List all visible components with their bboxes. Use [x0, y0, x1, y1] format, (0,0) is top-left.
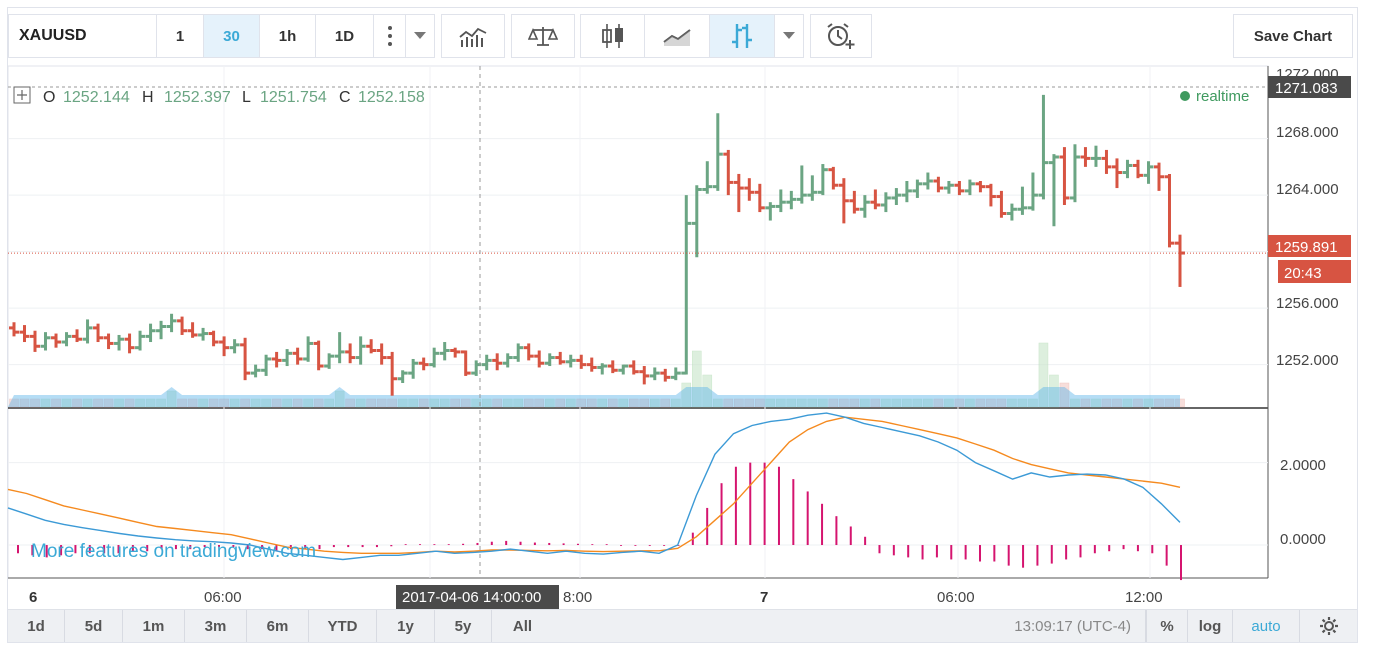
time-label: 8:00	[563, 589, 592, 606]
time-label-day: 7	[760, 589, 768, 606]
interval-30-button[interactable]: 30	[204, 15, 260, 57]
watermark: More features on tradingview.com	[31, 541, 316, 562]
realtime-indicator: realtime	[1180, 88, 1249, 105]
interval-dropdown-button[interactable]	[406, 15, 434, 57]
alert-toolbar	[810, 14, 872, 58]
dropdown-arrow-icon	[783, 32, 795, 39]
range-1d-button[interactable]: 1d	[8, 610, 65, 642]
create-alert-button[interactable]	[811, 15, 871, 57]
last-price-marker	[1268, 235, 1351, 257]
macd-tick: 2.0000	[1280, 457, 1326, 474]
low-label: L	[242, 89, 251, 106]
realtime-label: realtime	[1196, 88, 1249, 105]
indicators-icon	[459, 27, 487, 47]
settings-button[interactable]	[1300, 610, 1357, 642]
realtime-dot-icon	[1180, 91, 1190, 101]
compare-toolbar	[511, 14, 575, 58]
collapse-legend-icon[interactable]	[13, 86, 31, 104]
crosshair-time-label: 2017-04-06 14:00:00	[402, 589, 541, 606]
bar-countdown-marker	[1278, 260, 1351, 283]
price-tick: 1268.000	[1276, 124, 1339, 141]
price-tick: 1252.000	[1276, 352, 1339, 369]
range-5y-button[interactable]: 5y	[435, 610, 492, 642]
interval-1d-button[interactable]: 1D	[316, 15, 374, 57]
range-6m-button[interactable]: 6m	[247, 610, 309, 642]
log-scale-toggle[interactable]: log	[1188, 610, 1233, 642]
dropdown-arrow-icon	[414, 32, 426, 39]
interval-1h-button[interactable]: 1h	[260, 15, 316, 57]
high-label: H	[142, 89, 154, 106]
indicators-toolbar	[441, 14, 505, 58]
time-label: 06:00	[204, 589, 242, 606]
close-label: C	[339, 89, 351, 106]
time-label: 12:00	[1125, 589, 1163, 606]
time-label: 06:00	[937, 589, 975, 606]
candles-style-button[interactable]	[581, 15, 645, 57]
close-value: 1252.158	[358, 89, 425, 106]
max-price-label: 1271.083	[1275, 80, 1338, 97]
line-icon	[663, 29, 691, 46]
range-ytd-button[interactable]: YTD	[309, 610, 377, 642]
price-tick: 1256.000	[1276, 295, 1339, 312]
chart-style-dropdown-button[interactable]	[775, 15, 803, 57]
bars-style-button[interactable]	[710, 15, 775, 57]
symbol-search-input[interactable]: XAUUSD	[9, 15, 157, 57]
price-tick: 1264.000	[1276, 181, 1339, 198]
compare-button[interactable]	[512, 15, 574, 57]
price-axis[interactable]: 1272.000 1268.000 1264.000 1256.000 1252…	[1268, 66, 1358, 596]
range-5d-button[interactable]: 5d	[65, 610, 123, 642]
range-1y-button[interactable]: 1y	[377, 610, 435, 642]
open-label: O	[43, 89, 55, 106]
indicators-button[interactable]	[442, 15, 504, 57]
macd-tick: 0.0000	[1280, 531, 1326, 548]
bottom-toolbar: 1d 5d 1m 3m 6m YTD 1y 5y All 13:09:17 (U…	[8, 609, 1357, 642]
alert-icon	[827, 23, 855, 49]
compare-icon	[528, 27, 558, 46]
save-chart-button[interactable]: Save Chart	[1233, 14, 1353, 58]
interval-1-button[interactable]: 1	[157, 15, 204, 57]
last-price-label: 1259.891	[1275, 239, 1338, 256]
high-value: 1252.397	[164, 89, 231, 106]
range-1m-button[interactable]: 1m	[123, 610, 185, 642]
candles-icon	[601, 24, 623, 48]
range-3m-button[interactable]: 3m	[185, 610, 247, 642]
low-value: 1251.754	[260, 89, 327, 106]
chart-style-toolbar	[580, 14, 804, 58]
ohlc-legend: O 1252.144 H 1252.397 L 1251.754 C 1252.…	[13, 86, 425, 106]
more-vertical-icon	[387, 26, 392, 46]
max-price-marker	[1268, 76, 1351, 98]
line-style-button[interactable]	[645, 15, 710, 57]
gear-icon	[1319, 617, 1338, 635]
watermark-text: More features on tradingview.com	[31, 541, 316, 562]
interval-toolbar: XAUUSD 1 30 1h 1D	[8, 14, 435, 58]
range-all-button[interactable]: All	[512, 617, 533, 635]
time-label-day: 6	[29, 589, 37, 606]
percent-scale-toggle[interactable]: %	[1146, 610, 1188, 642]
bars-icon	[732, 24, 752, 48]
crosshair-time-marker	[396, 585, 559, 609]
open-value: 1252.144	[63, 89, 130, 106]
auto-scale-toggle[interactable]: auto	[1233, 610, 1300, 642]
time-axis[interactable]: 6 06:00 8:00 7 06:00 12:00 2017-04-06 14…	[8, 584, 1268, 610]
timezone-clock[interactable]: 13:09:17 (UTC-4)	[1000, 610, 1146, 642]
bar-countdown-label: 20:43	[1284, 265, 1322, 282]
more-intervals-button[interactable]	[374, 15, 406, 57]
